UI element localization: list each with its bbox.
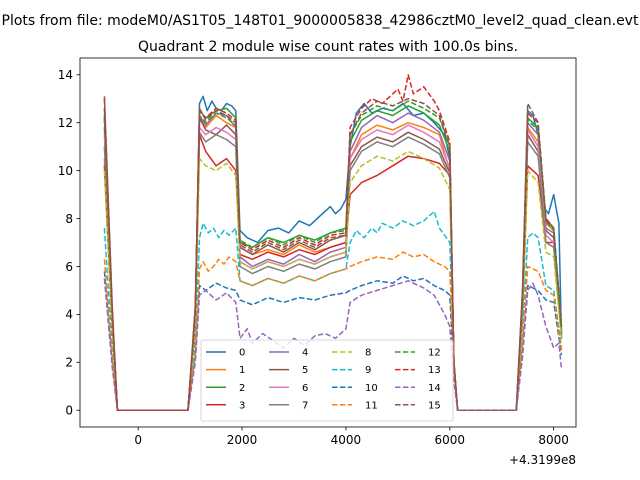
legend-label-6: 6 — [302, 383, 308, 394]
x-tick-label: 4000 — [331, 433, 362, 447]
legend-label-12: 12 — [428, 348, 441, 359]
legend-label-14: 14 — [428, 383, 441, 394]
legend-label-5: 5 — [302, 365, 308, 376]
legend-label-10: 10 — [365, 383, 378, 394]
legend-label-4: 4 — [302, 348, 308, 359]
legend-label-11: 11 — [365, 400, 378, 411]
x-tick-label: 8000 — [538, 433, 569, 447]
y-axis: 0 2 4 6 8 10 12 14 — [58, 68, 80, 418]
legend-label-15: 15 — [428, 400, 441, 411]
series-15-line — [103, 96, 563, 411]
legend-label-8: 8 — [365, 348, 371, 359]
x-tick-label: 6000 — [435, 433, 466, 447]
legend-label-2: 2 — [239, 383, 245, 394]
legend-label-9: 9 — [365, 365, 371, 376]
series-14-line — [103, 278, 563, 411]
y-tick-label: 4 — [65, 308, 73, 322]
x-axis: 0 2000 4000 6000 8000 — [134, 427, 569, 447]
y-tick-label: 12 — [58, 116, 73, 130]
y-tick-label: 8 — [65, 212, 73, 226]
x-tick-label: 2000 — [227, 433, 258, 447]
legend-label-13: 13 — [428, 365, 441, 376]
y-tick-label: 0 — [65, 404, 73, 418]
plot-frame — [79, 57, 577, 428]
legend-box — [200, 339, 454, 422]
y-tick-label: 6 — [65, 260, 73, 274]
legend-label-3: 3 — [239, 400, 245, 411]
chart-title: Quadrant 2 module wise count rates with … — [138, 39, 518, 55]
x-tick-label: 0 — [134, 433, 142, 447]
series-12-line — [103, 100, 563, 411]
legend-label-0: 0 — [239, 348, 245, 359]
plot-area — [103, 74, 563, 411]
y-tick-label: 10 — [58, 164, 73, 178]
y-tick-label: 14 — [58, 68, 73, 82]
legend-label-1: 1 — [239, 365, 245, 376]
legend-label-7: 7 — [302, 400, 308, 411]
x-offset-label: +4.3199e8 — [509, 453, 576, 467]
y-tick-label: 2 — [65, 356, 73, 370]
chart-suptitle: Plots from file: modeM0/AS1T05_148T01_90… — [2, 13, 639, 29]
